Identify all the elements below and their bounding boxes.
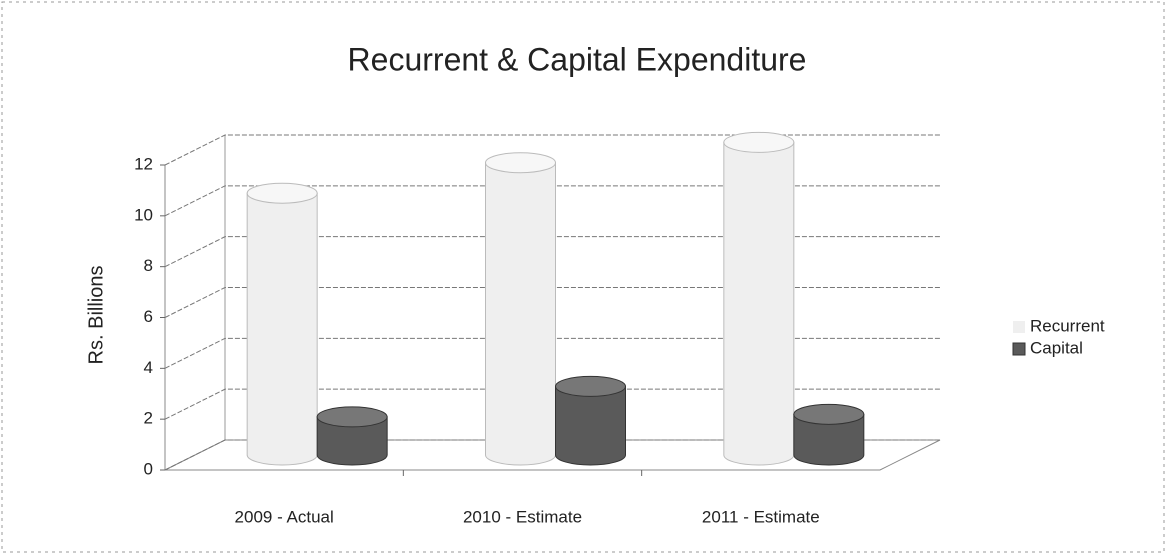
cylinder-top	[485, 152, 556, 174]
grid-line	[164, 337, 940, 369]
x-tick-label: 2011 - Estimate	[702, 507, 820, 526]
x-tick-label: 2009 - Actual	[235, 507, 334, 526]
y-tick-label: 4	[144, 358, 153, 377]
y-tick-label: 8	[144, 256, 153, 275]
cylinder	[555, 385, 626, 466]
cylinder-top	[723, 131, 795, 153]
cylinder	[316, 416, 388, 466]
grid-line	[164, 185, 940, 217]
y-tick-label: 6	[144, 307, 153, 326]
y-tick-label: 12	[134, 154, 153, 173]
cylinder-top	[793, 403, 865, 425]
cylinder	[246, 192, 318, 466]
grid-line	[164, 287, 940, 318]
cylinder	[485, 162, 556, 466]
legend-label: Capital	[1030, 338, 1083, 357]
chart-title: Recurrent & Capital Expenditure	[348, 41, 807, 77]
cylinder-top	[316, 406, 388, 428]
legend-swatch	[1013, 321, 1025, 333]
grid-line	[164, 388, 940, 420]
legend-label: Recurrent	[1030, 316, 1105, 335]
cylinder	[793, 413, 865, 466]
y-tick-label: 10	[134, 205, 153, 224]
y-tick-label: 0	[144, 459, 153, 478]
cylinder-top	[555, 375, 626, 397]
grid-line	[164, 134, 940, 166]
grid-line	[164, 439, 940, 471]
x-tick-label: 2010 - Estimate	[463, 507, 582, 526]
y-tick-label: 2	[144, 409, 153, 428]
y-axis-label: Rs. Billions	[85, 266, 107, 365]
grid-line	[164, 236, 940, 268]
cylinder-top	[246, 182, 318, 204]
legend-swatch	[1012, 342, 1026, 356]
cylinder	[723, 141, 795, 466]
